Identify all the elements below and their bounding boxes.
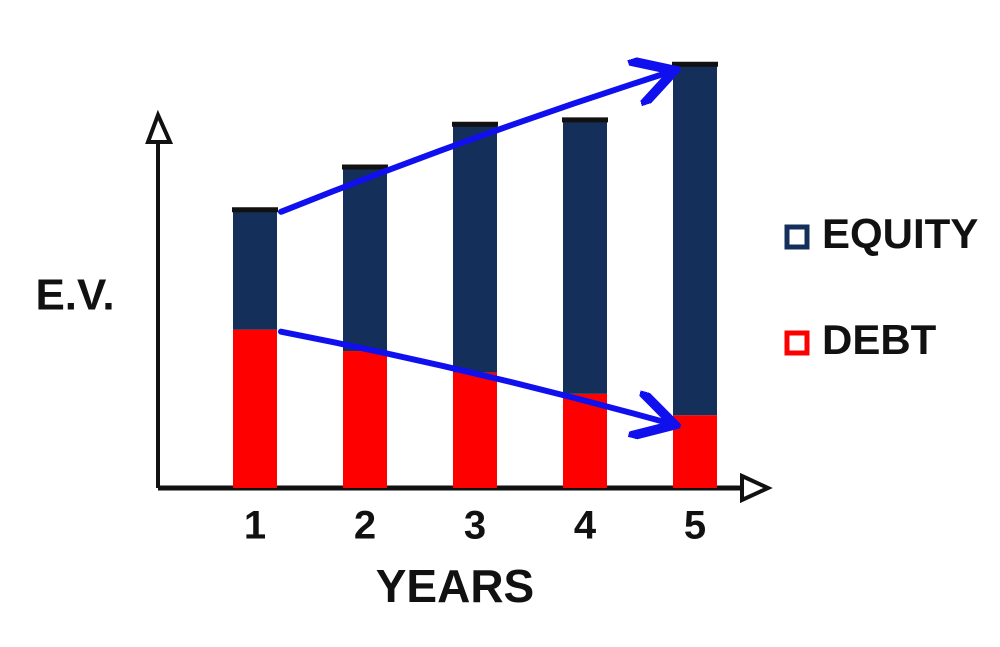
bar-segment — [233, 329, 277, 488]
bar-segment — [563, 393, 607, 488]
legend-swatch — [784, 330, 810, 356]
y-axis-label: E.V. — [35, 271, 114, 320]
x-tick-label: 5 — [684, 504, 706, 548]
x-axis-arrow — [740, 472, 773, 504]
bar-segment — [453, 124, 497, 373]
bar-segment — [673, 415, 717, 488]
legend-label: EQUITY — [822, 210, 978, 257]
bar-segment — [233, 209, 277, 330]
bar-segment — [563, 119, 607, 394]
bar-segment — [673, 64, 717, 416]
x-tick-label: 3 — [464, 504, 486, 548]
legend-label: DEBT — [822, 316, 937, 363]
x-axis-label: YEARS — [376, 560, 534, 612]
trend-arrow — [278, 72, 669, 215]
legend-swatch — [784, 224, 810, 250]
trend-arrow — [278, 328, 669, 424]
x-tick-label: 1 — [244, 504, 266, 548]
y-axis-arrow — [145, 109, 174, 144]
bar-segment — [343, 167, 387, 352]
x-tick-label: 2 — [354, 504, 376, 548]
x-tick-label: 4 — [574, 504, 597, 548]
bar-segment — [453, 372, 497, 488]
bar-segment — [343, 351, 387, 488]
